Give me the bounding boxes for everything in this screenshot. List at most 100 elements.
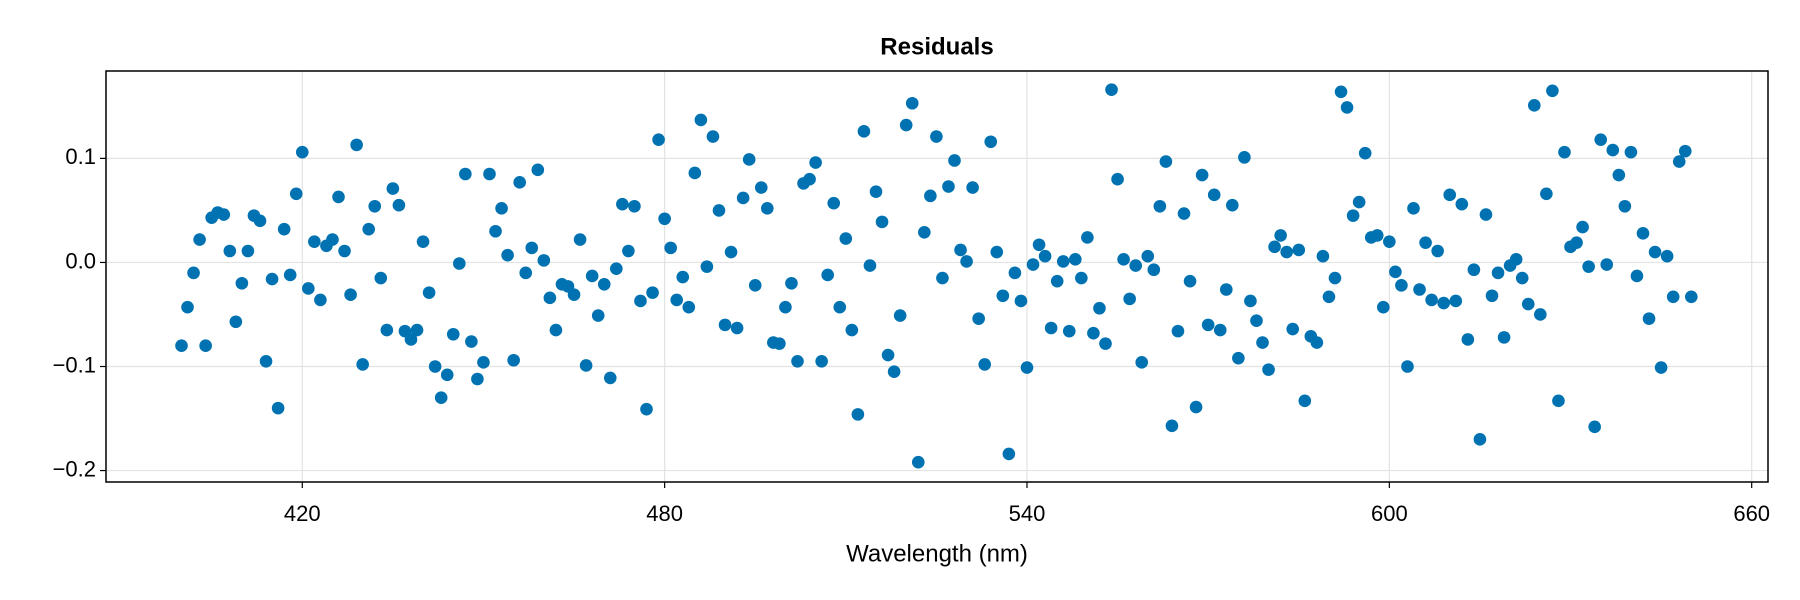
point	[217, 208, 231, 221]
point	[235, 276, 249, 290]
point	[1032, 238, 1046, 252]
point	[791, 355, 804, 368]
point	[1111, 172, 1124, 186]
point	[223, 244, 237, 258]
point	[1123, 292, 1136, 306]
point	[924, 189, 937, 203]
point	[1171, 324, 1185, 338]
point	[1250, 314, 1263, 328]
point	[253, 214, 267, 228]
point	[1437, 296, 1450, 310]
point	[1226, 198, 1239, 212]
point	[446, 327, 460, 341]
point	[477, 356, 490, 369]
point	[1618, 199, 1632, 213]
plot-frame	[105, 70, 1769, 483]
point	[241, 244, 255, 258]
point	[1135, 356, 1149, 369]
point	[187, 266, 200, 280]
point	[1461, 333, 1475, 346]
point	[1401, 360, 1414, 373]
point	[724, 245, 738, 259]
point	[1298, 394, 1312, 408]
point	[1207, 188, 1221, 202]
point	[1570, 236, 1583, 249]
point	[1352, 195, 1366, 209]
point	[1026, 258, 1040, 271]
point	[452, 257, 466, 270]
point	[567, 288, 581, 302]
point	[1678, 144, 1692, 158]
x-tick-label: 540	[1009, 501, 1046, 526]
point	[1292, 243, 1306, 257]
point	[640, 402, 653, 416]
point	[374, 271, 388, 285]
point	[579, 359, 593, 372]
point	[839, 232, 853, 245]
point	[996, 289, 1010, 303]
point	[1540, 187, 1553, 201]
point	[193, 233, 206, 246]
point	[893, 309, 907, 322]
point	[742, 153, 756, 166]
point	[1165, 419, 1179, 433]
point	[1642, 312, 1656, 325]
point	[489, 224, 502, 238]
point	[591, 309, 605, 322]
point	[712, 204, 726, 217]
point	[1044, 321, 1058, 335]
point	[1195, 168, 1209, 182]
point	[404, 333, 418, 346]
point	[1050, 274, 1064, 288]
point	[1008, 266, 1022, 280]
point	[1262, 363, 1275, 376]
point	[283, 268, 297, 282]
point	[1056, 255, 1070, 268]
point	[918, 225, 931, 239]
point	[314, 293, 327, 307]
point	[259, 355, 273, 368]
point	[1431, 244, 1444, 258]
point	[1407, 202, 1420, 215]
point	[181, 300, 194, 314]
point	[760, 202, 774, 215]
point	[1497, 331, 1511, 344]
point	[1201, 318, 1215, 332]
point	[483, 167, 496, 181]
point	[1159, 155, 1173, 168]
point	[277, 222, 291, 236]
point	[585, 269, 599, 283]
point	[1328, 271, 1342, 285]
point	[990, 245, 1004, 259]
point	[1455, 197, 1469, 211]
point	[736, 191, 750, 205]
point	[1449, 294, 1463, 308]
point	[881, 348, 895, 362]
point	[1546, 84, 1559, 98]
point	[730, 321, 744, 335]
point	[1038, 249, 1052, 263]
point	[1600, 258, 1614, 271]
point	[1527, 99, 1541, 112]
point	[1636, 227, 1650, 240]
x-axis-label: Wavelength (nm)	[846, 540, 1028, 567]
point	[1685, 290, 1698, 304]
point	[966, 181, 979, 194]
point	[905, 96, 919, 110]
point	[422, 286, 436, 299]
point	[1219, 283, 1233, 296]
point	[308, 235, 321, 248]
point	[875, 215, 889, 229]
point	[525, 241, 539, 255]
point	[664, 241, 677, 255]
point	[519, 266, 533, 280]
point	[628, 199, 641, 213]
point	[942, 180, 955, 193]
point	[573, 233, 587, 246]
point	[1594, 133, 1608, 146]
point	[1256, 336, 1269, 349]
point	[809, 156, 822, 169]
point	[428, 360, 442, 373]
point	[1316, 249, 1330, 263]
